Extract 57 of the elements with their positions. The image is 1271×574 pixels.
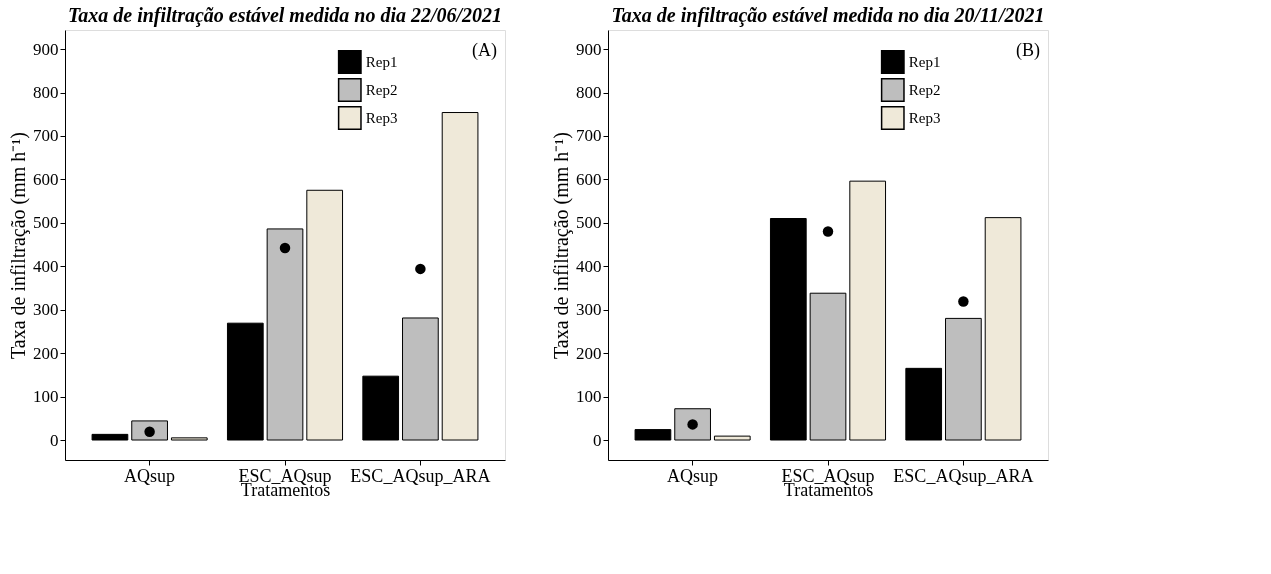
point (822, 226, 834, 237)
y-tick-label: 500 (576, 213, 602, 233)
y-tick-label: 900 (576, 39, 602, 59)
bar (713, 435, 751, 441)
bar (984, 217, 1022, 441)
bar (362, 375, 400, 441)
point (958, 296, 969, 307)
bar (402, 317, 439, 441)
y-tick-label: 300 (576, 300, 602, 320)
bar (91, 433, 129, 441)
bar (945, 317, 982, 441)
x-tick-label: AQsup (667, 465, 719, 486)
annotation: (B) (1016, 40, 1040, 61)
point (415, 263, 426, 275)
y-tick-label: 100 (576, 387, 602, 407)
x-tick-label: AQsup (124, 465, 176, 486)
y-tick-label: 400 (33, 256, 59, 276)
bar (226, 322, 264, 441)
bar (634, 429, 672, 441)
chart-title: Taxa de infiltração estável medida no dia 22/06/2021 (67, 4, 503, 27)
point (279, 242, 291, 254)
annotation: (A) (472, 40, 497, 61)
bar (674, 408, 711, 441)
legend-label: Rep1 (365, 54, 398, 70)
y-tick-label: 800 (33, 83, 59, 103)
y-tick-label: 600 (576, 169, 602, 189)
y-tick-label: 200 (576, 343, 602, 363)
y-tick-label: 0 (593, 430, 602, 450)
legend-label: Rep2 (365, 82, 398, 98)
x-tick-label: ESC_AQsup_ARA (350, 465, 491, 486)
y-tick-label: 100 (33, 387, 59, 407)
y-axis-title: Taxa de infiltração (mm h⁻¹) (7, 131, 30, 360)
bar (266, 228, 304, 441)
chart-title: Taxa de infiltração estável medida no dia 20/11/2021 (611, 4, 1045, 27)
y-tick-label: 700 (33, 126, 59, 146)
bar (905, 367, 943, 441)
legend-label: Rep3 (908, 110, 941, 126)
x-tick-label: ESC_AQsup_ARA (893, 465, 1034, 486)
y-axis-title: Taxa de infiltração (mm h⁻¹) (550, 131, 573, 360)
y-tick-label: 400 (576, 256, 602, 276)
y-tick-label: 800 (576, 83, 602, 103)
y-tick-label: 200 (33, 343, 59, 363)
legend-label: Rep3 (365, 110, 398, 126)
legend-label: Rep1 (908, 54, 941, 70)
bar (441, 112, 479, 441)
y-tick-label: 600 (33, 169, 59, 189)
bar (170, 437, 208, 441)
bar (769, 218, 807, 441)
bar (849, 180, 887, 441)
bar (306, 189, 344, 441)
y-tick-label: 700 (576, 126, 602, 146)
y-tick-label: 500 (33, 213, 59, 233)
bar (809, 292, 847, 441)
y-tick-label: 300 (33, 300, 59, 320)
y-tick-label: 0 (50, 430, 59, 450)
legend-label: Rep2 (908, 82, 941, 98)
y-tick-label: 900 (33, 39, 59, 59)
